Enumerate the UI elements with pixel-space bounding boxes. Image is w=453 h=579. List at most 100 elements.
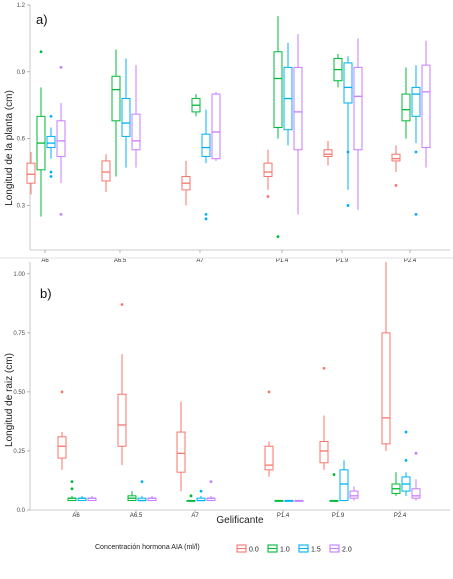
outlier-point xyxy=(120,303,124,306)
box-body xyxy=(263,162,273,178)
outlier-point xyxy=(404,459,408,462)
outlier-point xyxy=(332,473,336,476)
legend-item-1.5: 1.5 xyxy=(298,544,321,554)
x-tick-label: A6 xyxy=(41,258,49,264)
outlier-point xyxy=(414,150,418,154)
x-tick-label: A6 xyxy=(72,513,80,519)
box-P2.4-1.0 xyxy=(401,67,411,139)
x-tick-label: P1.4 xyxy=(277,513,290,519)
panel-b-boxes xyxy=(57,262,421,502)
panel-b-label: b) xyxy=(40,286,52,301)
legend-item-0.0: 0.0 xyxy=(236,544,259,554)
box-body xyxy=(349,490,359,499)
box-body xyxy=(57,436,67,459)
box-body xyxy=(56,120,66,157)
panel-b-root-length: b) Longitud de raiz (cm) Gelificante 0.0… xyxy=(4,262,450,526)
box-A7-2.0 xyxy=(211,91,221,161)
panel-a-boxes xyxy=(26,16,431,239)
box-A6-1.5 xyxy=(46,114,56,178)
box-A6-0.0 xyxy=(26,152,36,195)
box-body xyxy=(319,441,329,464)
x-tick-label: A7 xyxy=(196,258,204,264)
box-P1.4-1.5 xyxy=(284,499,294,502)
outlier-point xyxy=(322,366,326,370)
y-tick-label: 0.75 xyxy=(13,331,25,337)
y-tick-label: 1.00 xyxy=(13,272,25,278)
y-tick-label: 0.50 xyxy=(13,390,25,396)
box-A6.5-2.0 xyxy=(131,65,141,168)
box-body xyxy=(421,64,431,149)
box-body xyxy=(339,469,349,502)
box-P1.4-1.0 xyxy=(273,16,283,239)
outlier-point xyxy=(266,195,270,198)
box-body xyxy=(117,393,127,447)
box-A6.5-1.5 xyxy=(121,58,131,168)
panel-b-x-axis-title: Gelificante xyxy=(216,515,264,526)
outlier-point xyxy=(70,480,74,484)
box-P2.4-1.0 xyxy=(391,472,401,496)
box-A7-0.0 xyxy=(181,160,191,206)
panel-b-y-axis-title: Longitud de raiz (cm) xyxy=(4,353,15,447)
box-P1.4-1.0 xyxy=(274,499,284,502)
box-A6-0.0 xyxy=(57,390,67,470)
box-body xyxy=(211,93,221,160)
legend-title: Concentración hormona AIA (ml/l) xyxy=(95,544,200,551)
box-P1.9-1.5 xyxy=(339,460,349,502)
box-body xyxy=(401,93,411,122)
box-P1.9-0.0 xyxy=(319,366,329,470)
box-body xyxy=(411,488,421,499)
box-P1.9-2.0 xyxy=(353,38,363,210)
box-A7-0.0 xyxy=(176,401,186,492)
legend: Concentración hormona AIA (ml/l) 0.0 1.0 1… xyxy=(95,544,352,554)
x-tick-label: P2.4 xyxy=(394,513,407,519)
box-A7-1.0 xyxy=(191,94,201,117)
y-tick-label: 1.2 xyxy=(17,3,26,9)
outlier-point xyxy=(199,489,203,493)
box-P2.4-2.0 xyxy=(411,451,421,501)
box-body xyxy=(391,153,401,162)
x-tick-label: P2.4 xyxy=(404,258,417,264)
box-body xyxy=(353,66,363,151)
box-body xyxy=(121,98,131,137)
box-A6-2.0 xyxy=(87,495,97,502)
box-body xyxy=(176,431,186,473)
legend-label-1.0: 1.0 xyxy=(280,547,290,554)
outlier-point xyxy=(414,451,418,455)
panel-a-label: a) xyxy=(36,12,48,27)
box-P2.4-2.0 xyxy=(421,40,431,168)
outlier-point xyxy=(70,487,74,491)
box-body xyxy=(131,113,141,151)
outlier-point xyxy=(204,217,208,221)
box-body xyxy=(264,445,274,471)
x-tick-label: P1.9 xyxy=(336,258,349,264)
x-tick-label: A6.5 xyxy=(114,258,127,264)
outlier-point xyxy=(59,212,63,216)
panel-a-x-ticks: A6 A6.5 A7 P1.4 P1.9 P2.4 xyxy=(41,250,417,264)
y-tick-label: 0.0 xyxy=(17,508,26,514)
panel-b-y-ticks: 0.0 0.25 0.50 0.75 1.00 xyxy=(13,272,30,514)
panel-a-plant-length: a) Longitud de la planta (cm) 0.3 0.6 0.9 1… xyxy=(0,0,453,264)
outlier-point xyxy=(60,390,64,394)
outlier-point xyxy=(209,480,213,484)
box-A6-2.0 xyxy=(56,65,66,216)
box-A6.5-2.0 xyxy=(147,495,157,502)
x-tick-label: A7 xyxy=(191,513,199,519)
box-P1.9-1.0 xyxy=(333,54,343,88)
box-body xyxy=(293,66,303,151)
outlier-point xyxy=(49,114,53,118)
box-A6.5-1.0 xyxy=(111,49,121,177)
legend-item-2.0: 2.0 xyxy=(329,544,352,554)
panel-b-x-ticks: A6 A6.5 A7 P1.4 P1.9 P2.4 xyxy=(72,510,407,519)
outlier-point xyxy=(346,150,350,154)
box-A6-1.0 xyxy=(36,50,46,217)
box-P1.4-0.0 xyxy=(264,390,274,477)
box-P1.4-2.0 xyxy=(294,499,304,502)
box-A7-2.0 xyxy=(206,480,216,502)
outlier-point xyxy=(204,212,208,216)
y-tick-label: 0.3 xyxy=(17,203,26,209)
y-tick-label: 0.25 xyxy=(13,449,25,455)
outlier-point xyxy=(267,390,271,394)
box-A6-1.5 xyxy=(77,495,87,502)
panel-b-plot-area xyxy=(30,262,450,510)
